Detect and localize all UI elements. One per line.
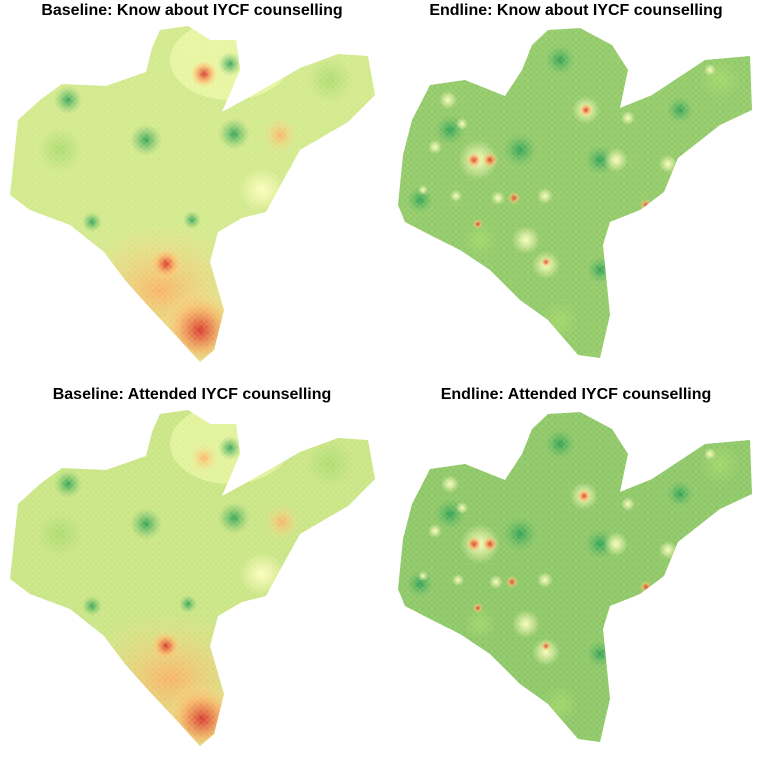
- panel-title: Endline: Attended IYCF counselling: [440, 386, 712, 403]
- panel-title: Baseline: Know about IYCF counselling: [41, 2, 343, 19]
- panel-title: Endline: Know about IYCF counselling: [429, 2, 723, 19]
- panel-baseline-attended: Baseline: Attended IYCF counselling: [0, 384, 384, 768]
- choropleth-map: [10, 26, 375, 362]
- panel-baseline-know: Baseline: Know about IYCF counselling: [0, 0, 384, 384]
- choropleth-map: [398, 28, 752, 358]
- choropleth-map: [398, 412, 752, 742]
- choropleth-map: [10, 410, 375, 746]
- panel-endline-attended: Endline: Attended IYCF counselling: [384, 384, 768, 768]
- panel-endline-know: Endline: Know about IYCF counselling: [384, 0, 768, 384]
- panel-title: Baseline: Attended IYCF counselling: [52, 386, 332, 403]
